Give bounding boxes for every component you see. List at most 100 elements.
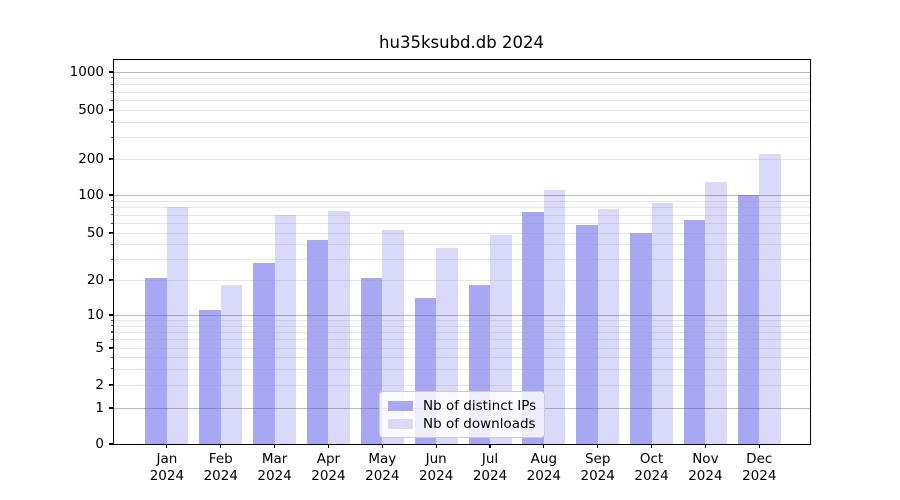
bar-downloads	[543, 190, 566, 444]
x-tick-month: Dec	[746, 451, 773, 467]
y-tick-label: 500	[78, 102, 104, 118]
x-tick-label: Nov 2024	[688, 451, 722, 485]
x-tick-month: May	[368, 451, 397, 467]
x-tick-year: 2024	[365, 468, 400, 484]
bar-downloads	[220, 285, 243, 444]
bar-downloads	[597, 208, 620, 444]
y-minor-tick-mark	[110, 222, 113, 224]
x-tick-year: 2024	[149, 468, 185, 484]
bar-distinct-ips	[737, 195, 760, 444]
x-tick-mark	[704, 444, 706, 448]
bar-downloads	[166, 206, 189, 444]
y-tick-label: 1	[95, 400, 104, 416]
x-tick-mark	[650, 444, 653, 448]
y-minor-tick-mark	[110, 200, 113, 202]
bar-downloads	[274, 214, 297, 444]
bar-distinct-ips	[145, 277, 167, 444]
legend-label: Nb of distinct IPs	[423, 398, 537, 414]
y-minor-tick-mark	[110, 325, 113, 327]
x-tick-year: 2024	[203, 468, 238, 484]
minor-gridline	[113, 100, 810, 101]
y-tick-mark	[108, 314, 113, 316]
bar-distinct-ips	[306, 239, 329, 444]
minor-gridline	[113, 91, 810, 93]
y-minor-tick-mark	[110, 214, 113, 216]
y-tick-mark	[108, 194, 113, 196]
bar-downloads	[651, 202, 674, 444]
x-tick-month: Jun	[425, 451, 447, 467]
x-tick-label: Jul 2024	[473, 451, 507, 485]
legend-label: Nb of downloads	[423, 416, 536, 432]
y-minor-tick-mark	[110, 347, 113, 349]
y-tick-label: 1000	[69, 64, 104, 80]
y-tick-label: 20	[86, 272, 104, 288]
x-tick-mark	[381, 444, 383, 448]
y-minor-tick-mark	[110, 319, 113, 321]
y-minor-tick-mark	[110, 83, 113, 85]
y-minor-tick-mark	[110, 121, 113, 123]
y-minor-tick-mark	[110, 158, 113, 160]
x-tick-mark	[758, 444, 760, 448]
y-minor-tick-mark	[110, 258, 113, 260]
y-minor-tick-mark	[110, 243, 113, 246]
x-tick-year: 2024	[634, 468, 669, 484]
x-tick-label: Jan 2024	[150, 451, 184, 485]
x-tick-month: Mar	[261, 451, 288, 467]
x-tick-year: 2024	[742, 468, 777, 484]
x-tick-month: Jul	[481, 451, 499, 467]
y-tick-label: 10	[86, 307, 104, 323]
y-minor-tick-mark	[110, 356, 113, 358]
y-tick-label: 0	[95, 436, 104, 452]
x-tick-month: Apr	[316, 451, 341, 467]
y-minor-tick-mark	[110, 331, 113, 333]
x-tick-label: Dec 2024	[742, 451, 776, 485]
x-tick-mark	[435, 444, 437, 448]
chart-title: hu35ksubd.db 2024	[379, 33, 544, 52]
legend-item-distinct-ips: Nb of distinct IPs	[388, 398, 536, 414]
y-minor-tick-mark	[110, 91, 113, 93]
y-tick-mark	[108, 407, 113, 409]
legend-swatch-distinct-ips	[388, 401, 413, 411]
x-tick-year: 2024	[418, 468, 454, 484]
y-minor-tick-mark	[110, 338, 113, 340]
y-minor-tick-mark	[110, 368, 113, 370]
x-tick-label: Mar 2024	[257, 451, 291, 485]
x-tick-mark	[597, 444, 599, 448]
x-tick-year: 2024	[472, 468, 508, 484]
x-tick-month: Nov	[692, 451, 719, 467]
bar-distinct-ips	[630, 233, 652, 444]
x-tick-label: Feb 2024	[204, 451, 238, 485]
y-tick-mark	[108, 443, 113, 445]
minor-gridline	[113, 121, 810, 123]
x-tick-year: 2024	[580, 468, 615, 484]
x-tick-year: 2024	[257, 468, 292, 484]
y-tick-mark	[108, 71, 113, 73]
x-tick-mark	[489, 444, 491, 448]
x-tick-label: Apr 2024	[311, 451, 345, 485]
x-tick-year: 2024	[311, 468, 346, 484]
x-tick-year: 2024	[526, 468, 562, 484]
minor-gridline	[113, 77, 810, 79]
major-gridline	[113, 72, 810, 73]
bar-distinct-ips	[683, 220, 706, 444]
x-tick-label: Jun 2024	[419, 451, 453, 485]
x-tick-label: May 2024	[365, 451, 399, 485]
x-tick-label: Oct 2024	[634, 451, 668, 485]
minor-gridline	[113, 110, 810, 111]
bar-distinct-ips	[360, 277, 383, 444]
bar-distinct-ips	[576, 224, 598, 444]
y-tick-label: 50	[86, 225, 104, 241]
y-tick-label: 2	[95, 377, 104, 393]
bar-distinct-ips	[199, 310, 221, 444]
x-tick-month: Oct	[639, 451, 664, 467]
bar-downloads	[382, 229, 404, 444]
x-tick-mark	[327, 444, 330, 448]
y-minor-tick-mark	[110, 136, 113, 138]
x-tick-year: 2024	[688, 468, 723, 484]
y-tick-label: 5	[95, 340, 104, 356]
bar-distinct-ips	[522, 211, 544, 444]
bar-downloads	[328, 210, 350, 444]
legend-swatch-downloads	[388, 419, 413, 429]
plot-area	[112, 59, 811, 445]
